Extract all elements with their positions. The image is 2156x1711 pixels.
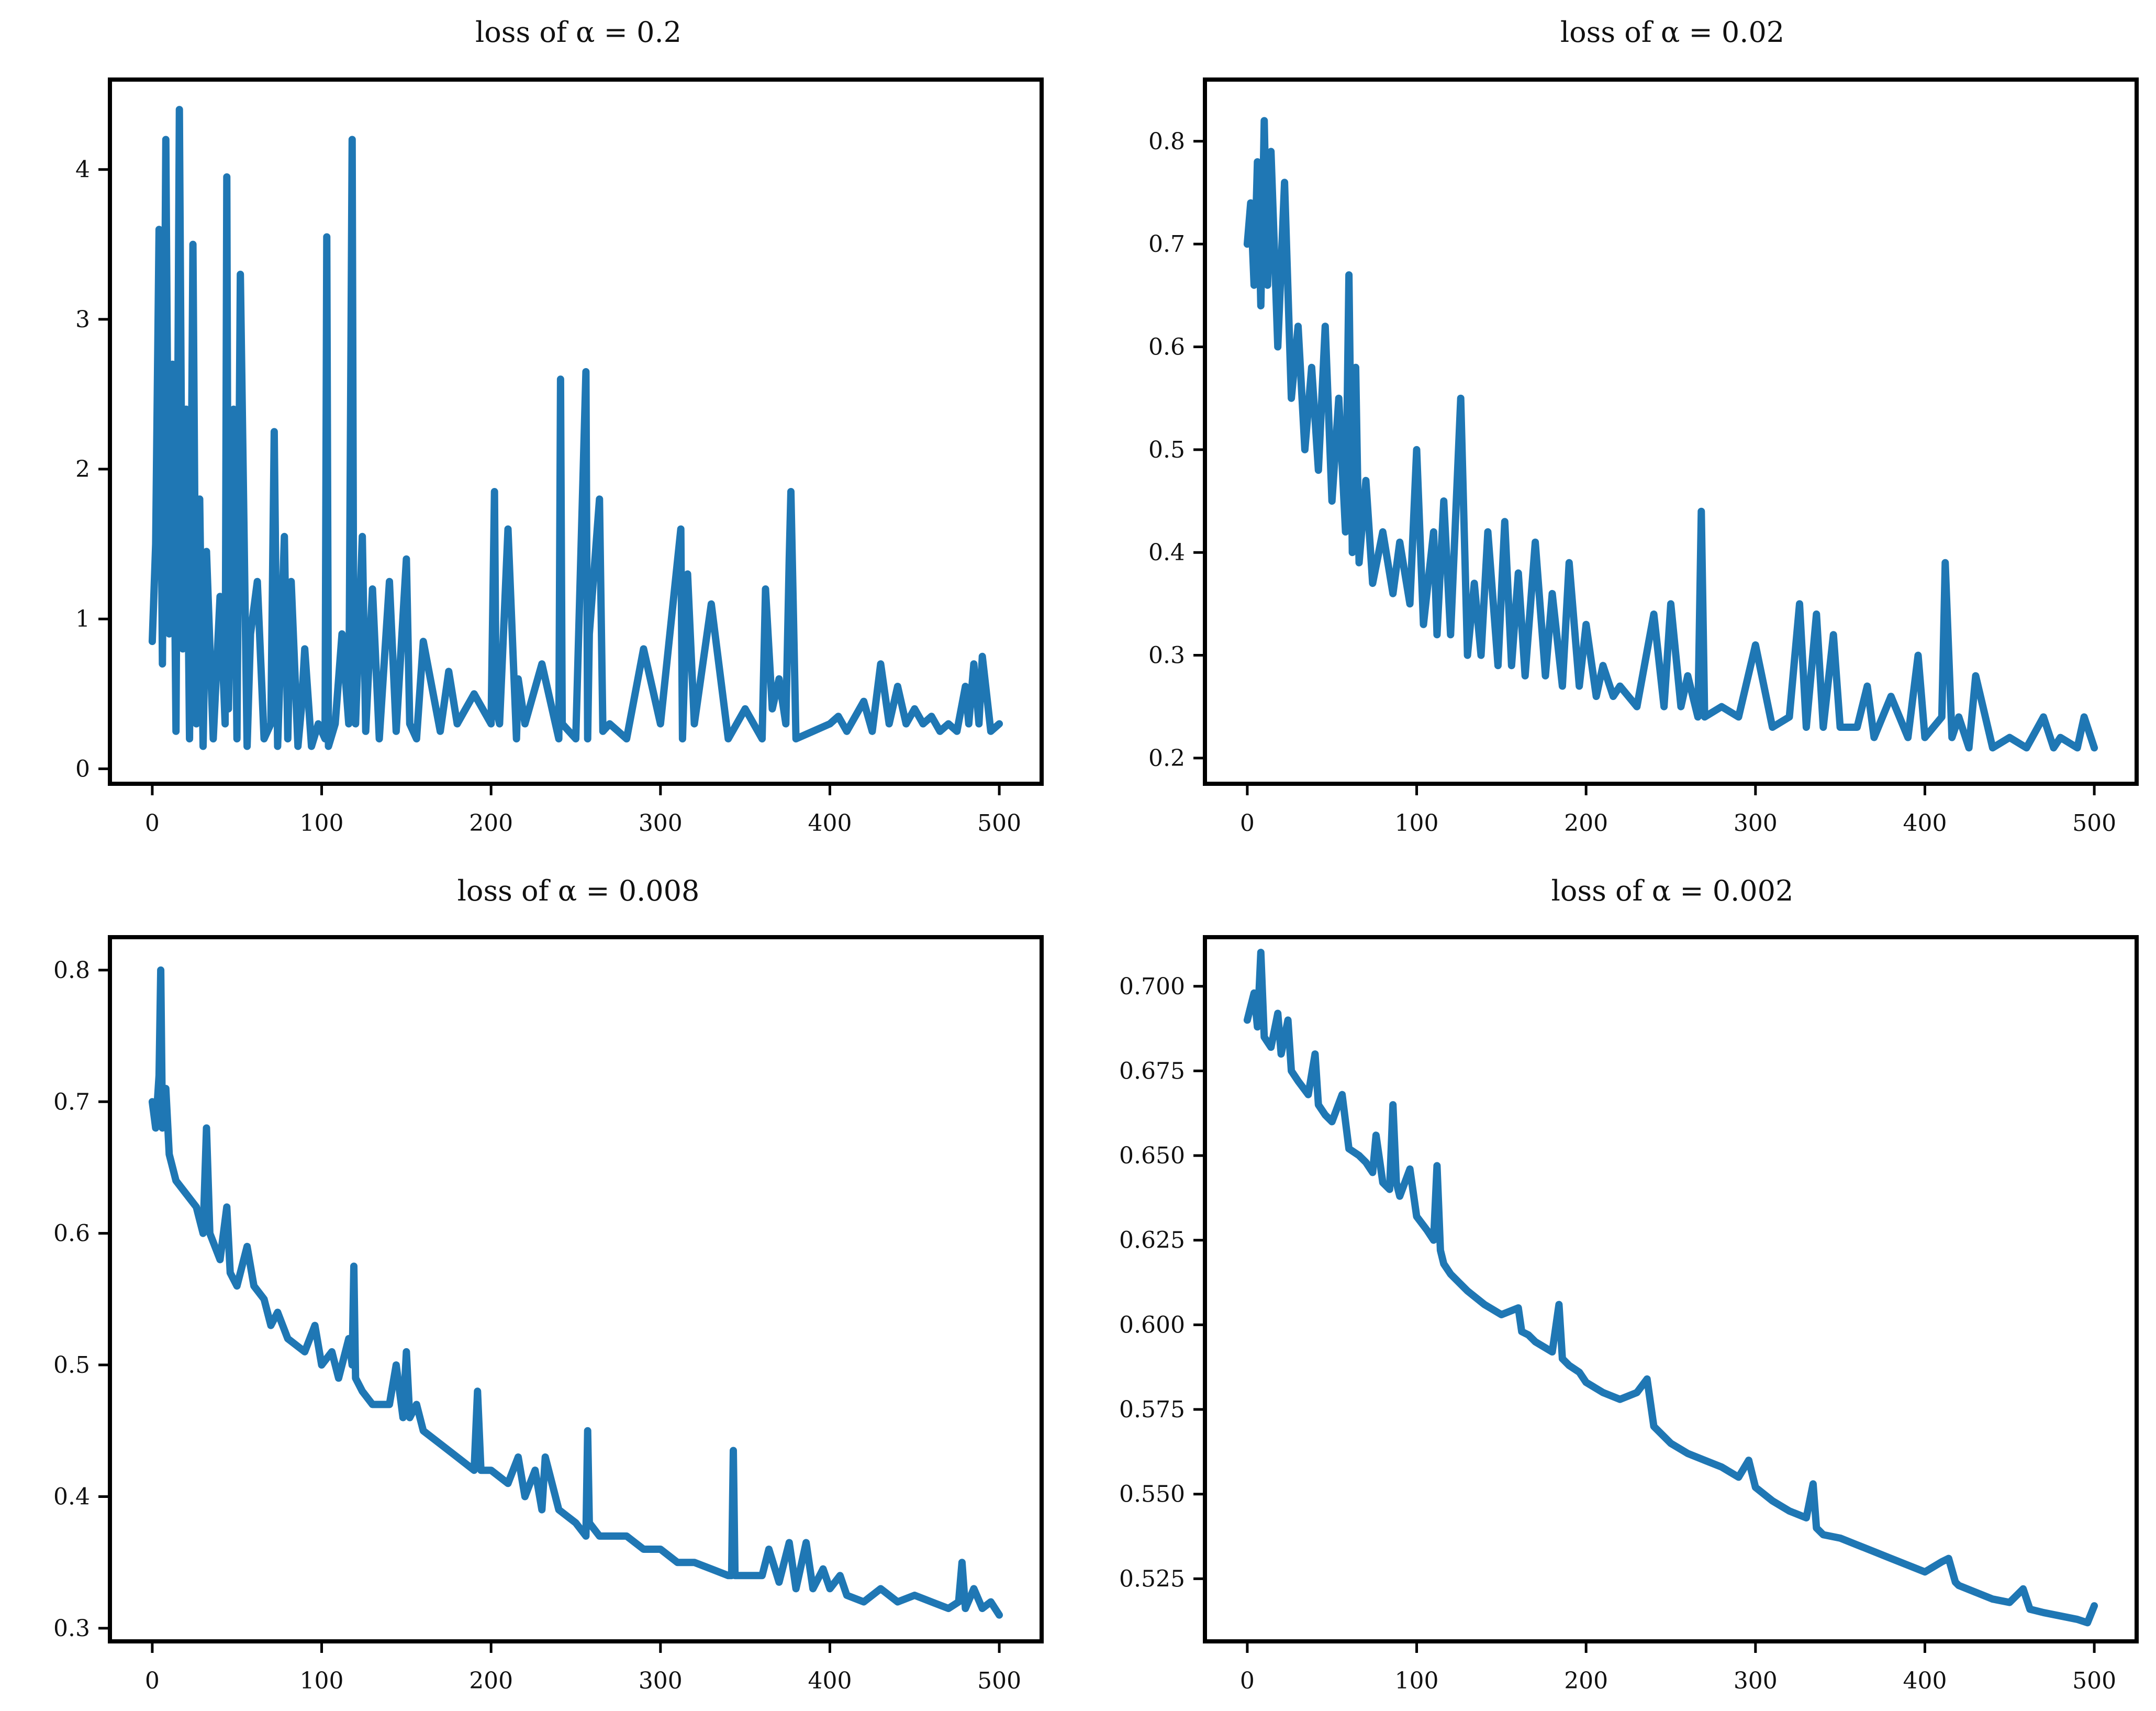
y-tick-label: 0.650 — [1119, 1142, 1185, 1169]
y-tick-label: 0.4 — [53, 1483, 90, 1510]
x-tick-label: 0 — [1240, 1668, 1255, 1694]
y-tick-label: 0.5 — [53, 1352, 90, 1379]
y-axis: 0 1 2 3 4 — [75, 157, 110, 782]
x-axis: 0 100 200 300 400 500 — [145, 1641, 1021, 1694]
x-tick-label: 100 — [300, 810, 344, 837]
y-tick-label: 0.6 — [53, 1220, 90, 1247]
y-tick-label: 0.5 — [1148, 437, 1185, 463]
y-tick-label: 0.4 — [1148, 539, 1185, 566]
panel-alpha-0-002: loss of α = 0.002 0.5250.5500.5750.6000.… — [1119, 874, 2139, 1694]
panel-title: loss of α = 0.008 — [457, 874, 700, 907]
loss-line — [1243, 949, 2098, 1627]
x-tick-label: 500 — [977, 1668, 1021, 1694]
x-axis: 0 100 200 300 400 500 — [145, 784, 1021, 837]
y-tick-label: 0.625 — [1119, 1227, 1185, 1254]
x-tick-label: 500 — [977, 810, 1021, 837]
y-tick-label: 0 — [75, 755, 90, 782]
x-tick-label: 100 — [300, 1668, 344, 1694]
y-tick-label: 0.3 — [53, 1615, 90, 1642]
y-tick-label: 0.675 — [1119, 1058, 1185, 1084]
y-tick-label: 0.700 — [1119, 973, 1185, 1000]
y-tick-label: 0.600 — [1119, 1312, 1185, 1338]
y-tick-label: 0.8 — [53, 957, 90, 984]
loss-line — [1243, 117, 2098, 752]
x-tick-label: 400 — [808, 1668, 852, 1694]
y-tick-label: 0.550 — [1119, 1481, 1185, 1508]
x-tick-label: 400 — [1903, 810, 1947, 837]
y-tick-label: 2 — [75, 456, 90, 483]
y-tick-label: 0.575 — [1119, 1396, 1185, 1423]
x-tick-label: 200 — [469, 1668, 513, 1694]
x-tick-label: 300 — [639, 810, 683, 837]
panel-frame — [108, 935, 1044, 1643]
x-axis: 0 100 200 300 400 500 — [1240, 1641, 2116, 1694]
y-tick-label: 4 — [75, 157, 90, 183]
panel-frame — [108, 77, 1044, 786]
x-tick-label: 500 — [2072, 1668, 2116, 1694]
panel-alpha-0-2: loss of α = 0.2 0 1 2 3 4 0 100 200 300 400 500 — [75, 16, 1044, 837]
x-tick-label: 400 — [1903, 1668, 1947, 1694]
y-tick-label: 3 — [75, 306, 90, 333]
x-tick-label: 400 — [808, 810, 852, 837]
y-tick-label: 0.6 — [1148, 334, 1185, 361]
y-axis: 0.525 0.550 0.575 0.600 0.625 0.650 0.675 0.700 — [1119, 973, 1205, 1592]
panel-alpha-0-008: loss of α = 0.008 0.3 0.4 0.5 0.6 0.7 0.8 0 10… — [53, 874, 1044, 1694]
y-tick-label: 0.8 — [1148, 128, 1185, 155]
x-axis: 0 100 200 300 400 500 — [1240, 784, 2116, 837]
panel-alpha-0-02: loss of α = 0.02 0.2 0.3 0.4 0.5 0.6 0.7 0.8 0… — [1148, 16, 2139, 837]
x-tick-label: 200 — [1564, 1668, 1608, 1694]
x-tick-label: 100 — [1395, 1668, 1439, 1694]
x-tick-label: 100 — [1395, 810, 1439, 837]
y-tick-label: 0.7 — [53, 1088, 90, 1115]
panel-frame — [1203, 935, 2139, 1643]
x-tick-label: 200 — [1564, 810, 1608, 837]
x-tick-label: 200 — [469, 810, 513, 837]
loss-line — [148, 966, 1003, 1619]
y-axis: 0.3 0.4 0.5 0.6 0.7 0.8 — [53, 957, 110, 1642]
y-tick-label: 0.7 — [1148, 231, 1185, 258]
panel-title: loss of α = 0.2 — [475, 16, 682, 49]
x-tick-label: 0 — [1240, 810, 1255, 837]
x-tick-label: 300 — [1734, 810, 1778, 837]
x-tick-label: 300 — [639, 1668, 683, 1694]
x-tick-label: 300 — [1734, 1668, 1778, 1694]
panel-title: loss of α = 0.02 — [1560, 16, 1784, 49]
panel-frame — [1203, 77, 2139, 786]
loss-line — [148, 106, 1003, 750]
y-tick-label: 1 — [75, 606, 90, 632]
x-tick-label: 500 — [2072, 810, 2116, 837]
panel-title: loss of α = 0.002 — [1551, 874, 1794, 907]
y-tick-label: 0.3 — [1148, 642, 1185, 669]
x-tick-label: 0 — [145, 810, 160, 837]
y-tick-label: 0.2 — [1148, 745, 1185, 772]
y-tick-label: 0.525 — [1119, 1565, 1185, 1592]
x-tick-label: 0 — [145, 1668, 160, 1694]
y-axis: 0.2 0.3 0.4 0.5 0.6 0.7 0.8 — [1148, 128, 1205, 772]
